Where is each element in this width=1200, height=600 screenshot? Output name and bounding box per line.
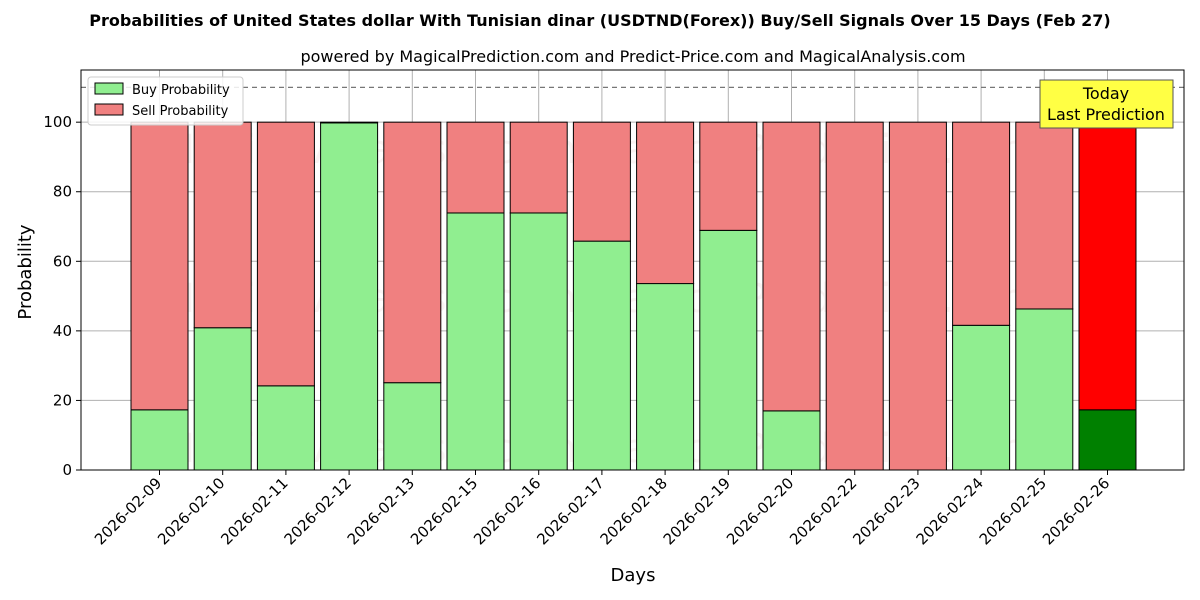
bar-sell [1078, 121, 1137, 411]
bar-sell [825, 121, 884, 471]
annotation-line-2: Last Prediction [1047, 105, 1165, 124]
bar-sell [320, 121, 379, 124]
x-tick-label: 2026-02-13 [344, 474, 418, 548]
x-tick-label: 2026-02-26 [1039, 474, 1113, 548]
bar-buy [320, 122, 379, 471]
bar-sell [193, 121, 252, 329]
bar-sell [256, 121, 315, 387]
x-tick-label: 2026-02-11 [217, 474, 291, 548]
x-tick-label: 2026-02-25 [976, 474, 1050, 548]
y-tick-label: 20 [53, 391, 72, 409]
legend-label-buy: Buy Probability [132, 83, 230, 98]
chart-title: Probabilities of United States dollar Wi… [89, 11, 1110, 30]
x-tick-label: 2026-02-18 [597, 474, 671, 548]
annotation-line-1: Today [1082, 84, 1129, 103]
bar-buy [1015, 308, 1074, 471]
legend-label-sell: Sell Probability [132, 104, 229, 119]
x-tick-label: 2026-02-23 [849, 474, 923, 548]
bar-sell [888, 121, 947, 471]
x-tick-label: 2026-02-19 [660, 474, 734, 548]
x-axis-label: Days [611, 565, 656, 586]
y-tick-label: 80 [53, 183, 72, 201]
chart-subtitle: powered by MagicalPrediction.com and Pre… [300, 47, 965, 66]
bar-sell [383, 121, 442, 384]
bar-sell [509, 121, 568, 214]
bar-buy [636, 283, 695, 471]
x-tick-label: 2026-02-20 [723, 474, 797, 548]
bar-buy [572, 240, 631, 471]
bar-sell [699, 121, 758, 231]
bar-sell [762, 121, 821, 412]
bar-buy [383, 382, 442, 471]
plot-frame [80, 69, 1185, 471]
x-tick-label: 2026-02-15 [407, 474, 481, 548]
y-tick-label: 0 [62, 461, 72, 479]
bar-buy [130, 409, 189, 471]
x-tick-label: 2026-02-10 [154, 474, 228, 548]
bar-sell [446, 121, 505, 214]
y-tick-label: 60 [53, 252, 72, 270]
x-tick-label: 2026-02-24 [913, 474, 987, 548]
bar-buy [446, 212, 505, 471]
x-tick-label: 2026-02-16 [470, 474, 544, 548]
bars [130, 121, 1137, 471]
legend: Buy Probability Sell Probability [87, 76, 244, 126]
bar-buy [762, 410, 821, 471]
today-annotation: Today Last Prediction [1039, 79, 1174, 129]
y-axis-label: Probability [15, 224, 36, 319]
legend-swatch-sell [94, 103, 124, 116]
x-tick-label: 2026-02-09 [91, 474, 165, 548]
annotation-box [1039, 79, 1174, 129]
bar-buy [509, 212, 568, 471]
bar-sell [1015, 121, 1074, 310]
bar-sell [952, 121, 1011, 326]
bar-sell [130, 121, 189, 411]
x-tick-label: 2026-02-22 [786, 474, 860, 548]
y-tick-label: 40 [53, 322, 72, 340]
bar-sell [636, 121, 695, 285]
bar-buy [1078, 409, 1137, 471]
bar-buy [952, 324, 1011, 471]
legend-swatch-buy [94, 82, 124, 95]
bar-buy [256, 385, 315, 471]
legend-box [87, 76, 244, 126]
y-tick-label: 100 [43, 113, 72, 131]
bar-buy [699, 229, 758, 471]
bar-sell [572, 121, 631, 242]
bar-buy [193, 327, 252, 471]
x-tick-label: 2026-02-12 [281, 474, 355, 548]
x-tick-label: 2026-02-17 [533, 474, 607, 548]
